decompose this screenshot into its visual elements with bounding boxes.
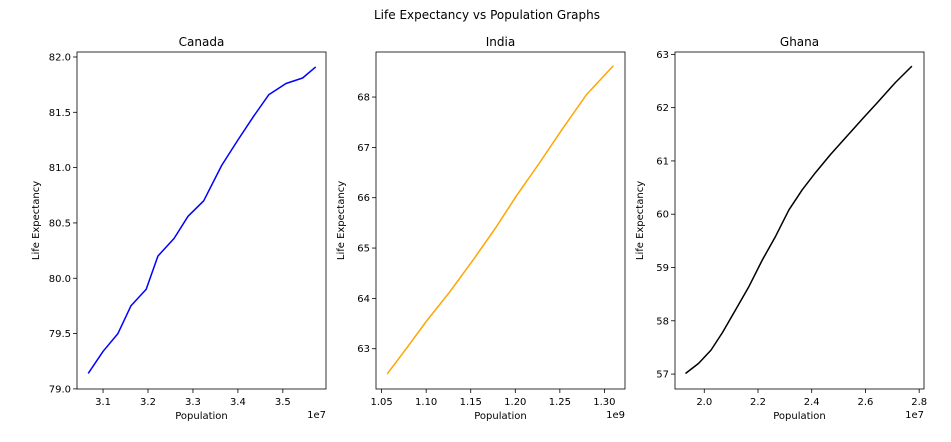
y-tick-label: 65 bbox=[357, 244, 370, 255]
y-tick-label: 58 bbox=[656, 316, 669, 327]
x-axis-label: Population bbox=[773, 411, 826, 422]
x-tick-label: 2.6 bbox=[857, 397, 873, 408]
subplot-title: Ghana bbox=[780, 35, 819, 49]
y-axis-label: Life Expectancy bbox=[635, 181, 646, 260]
y-tick-label: 81.0 bbox=[49, 163, 71, 174]
subplot-title: Canada bbox=[179, 35, 225, 49]
y-tick-label: 57 bbox=[656, 370, 669, 381]
y-tick-label: 63 bbox=[656, 50, 669, 61]
x-offset-label: 1e9 bbox=[606, 410, 625, 421]
x-offset-label: 1e7 bbox=[905, 410, 924, 421]
x-tick-label: 3.4 bbox=[230, 397, 246, 408]
x-tick-label: 1.25 bbox=[549, 397, 571, 408]
x-tick-label: 1.05 bbox=[370, 397, 392, 408]
x-offset-label: 1e7 bbox=[307, 410, 326, 421]
x-tick-label: 3.5 bbox=[275, 397, 291, 408]
x-tick-label: 3.1 bbox=[95, 397, 111, 408]
y-tick-label: 81.5 bbox=[49, 108, 71, 119]
y-tick-label: 82.0 bbox=[49, 52, 71, 63]
x-tick-label: 2.0 bbox=[696, 397, 712, 408]
x-axis-label: Population bbox=[175, 411, 228, 422]
y-axis-label: Life Expectancy bbox=[31, 181, 42, 260]
y-tick-label: 68 bbox=[357, 93, 370, 104]
x-tick-label: 2.4 bbox=[804, 397, 820, 408]
series-line bbox=[686, 66, 912, 373]
y-tick-label: 63 bbox=[357, 344, 370, 355]
y-tick-label: 79.5 bbox=[49, 329, 71, 340]
subplot-ghana: Ghana 2.0 2.2 2.4 2.6 2.8 57 58 59 60 61 62 63 Popula… bbox=[635, 35, 927, 422]
figure-title: Life Expectancy vs Population Graphs bbox=[374, 8, 600, 22]
y-tick-label: 66 bbox=[357, 193, 370, 204]
subplot-canada: Canada 3.1 3.2 3.3 3.4 3.5 79.0 79.5 80.0 80.5 81.… bbox=[31, 35, 326, 422]
y-tick-label: 79.0 bbox=[49, 384, 71, 395]
y-tick-label: 64 bbox=[357, 294, 370, 305]
y-tick-label: 62 bbox=[656, 103, 669, 114]
x-axis-label: Population bbox=[474, 411, 527, 422]
x-tick-label: 1.10 bbox=[415, 397, 437, 408]
y-tick-label: 80.5 bbox=[49, 218, 71, 229]
x-tick-label: 1.20 bbox=[504, 397, 526, 408]
y-tick-label: 59 bbox=[656, 263, 669, 274]
y-tick-label: 67 bbox=[357, 143, 370, 154]
subplot-india: India 1.05 1.10 1.15 1.20 1.25 1.30 63 64 65 66 67 6… bbox=[336, 35, 625, 422]
y-tick-label: 61 bbox=[656, 156, 669, 167]
series-line bbox=[88, 67, 316, 374]
x-tick-label: 1.15 bbox=[460, 397, 482, 408]
x-tick-label: 1.30 bbox=[593, 397, 615, 408]
x-tick-label: 3.2 bbox=[140, 397, 156, 408]
series-line bbox=[387, 66, 613, 374]
x-tick-label: 3.3 bbox=[185, 397, 201, 408]
y-tick-label: 80.0 bbox=[49, 274, 71, 285]
axes-frame bbox=[675, 52, 924, 389]
x-tick-label: 2.2 bbox=[750, 397, 766, 408]
y-axis-label: Life Expectancy bbox=[336, 181, 347, 260]
y-tick-label: 60 bbox=[656, 210, 669, 221]
x-tick-label: 2.8 bbox=[911, 397, 927, 408]
subplot-title: India bbox=[486, 35, 515, 49]
